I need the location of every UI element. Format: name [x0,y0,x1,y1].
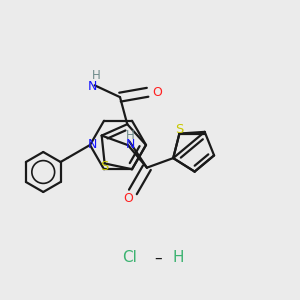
Text: Cl: Cl [123,250,137,266]
Text: H: H [172,250,184,266]
Text: N: N [125,138,135,151]
Text: –: – [154,250,162,266]
Text: N: N [87,139,97,152]
Text: S: S [175,123,184,136]
Text: N: N [88,80,97,93]
Text: S: S [100,160,109,173]
Text: O: O [123,192,133,206]
Text: H: H [126,129,134,142]
Text: O: O [153,86,163,99]
Text: H: H [92,69,101,82]
